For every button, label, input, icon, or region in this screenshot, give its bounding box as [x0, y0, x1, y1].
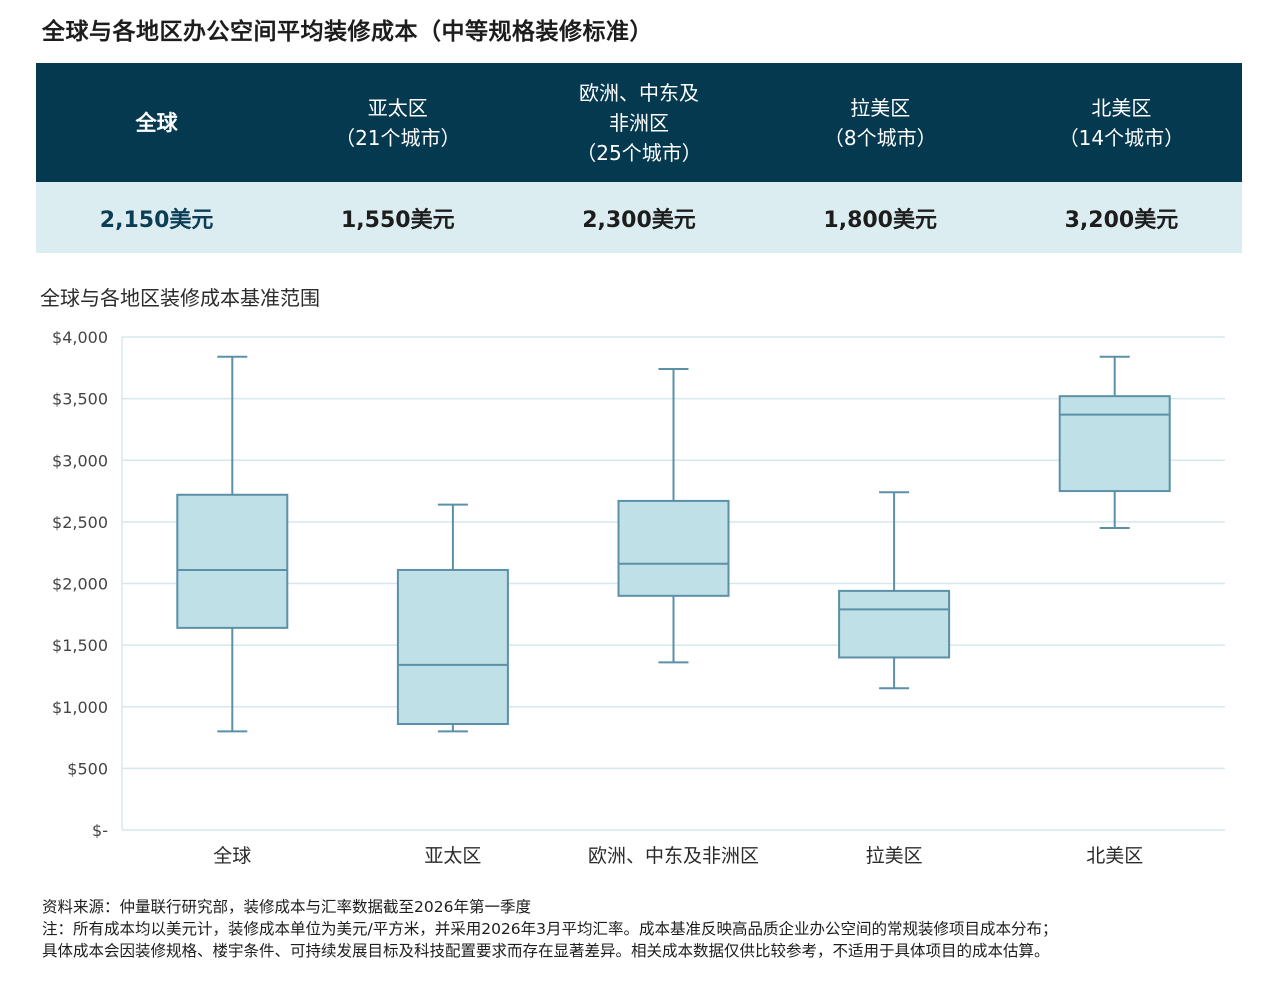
header-city-count: （25个城市）	[576, 140, 702, 165]
y-tick-label: $3,000	[52, 451, 108, 470]
y-tick-label: $1,000	[52, 698, 108, 717]
y-tick-label: $1,500	[52, 636, 108, 655]
x-category-label: 拉美区	[866, 845, 923, 867]
value-na: 3,200美元	[1064, 207, 1179, 233]
y-tick-label: $2,500	[52, 513, 108, 532]
x-category-label: 欧洲、中东及非洲区	[588, 845, 759, 867]
value-latam: 1,800美元	[823, 207, 937, 233]
header-col-apac: 亚太区 （21个城市）	[277, 63, 518, 182]
box	[617, 499, 730, 597]
header-name: 亚太区	[367, 95, 428, 120]
value-apac: 1,550美元	[341, 207, 455, 233]
y-tick-label: $4,000	[52, 328, 108, 347]
box	[838, 589, 951, 659]
footnotes: 资料来源：仲量联行研究部，装修成本与汇率数据截至2026年第一季度 注：所有成本…	[42, 896, 1262, 962]
header-city-count: （14个城市）	[1058, 125, 1185, 150]
page-title: 全球与各地区办公空间平均装修成本（中等规格装修标准）	[42, 19, 653, 45]
header-name: 全球	[135, 110, 178, 135]
value-emea: 2,300美元	[582, 207, 696, 233]
header-name: 北美区	[1091, 95, 1152, 120]
value-global: 2,150美元	[99, 207, 214, 233]
x-category-label: 全球	[213, 845, 251, 867]
header-col-na: 北美区 （14个城市）	[1001, 63, 1242, 182]
y-tick-label: $-	[92, 821, 108, 840]
note-line-1: 注：所有成本均以美元计，装修成本单位为美元/平方米，并采用2026年3月平均汇率…	[42, 920, 1058, 938]
box-plot-chart: $- $500 $1,000 $1,500 $2,000 $2,500 $3,000 $3,5…	[52, 328, 1225, 867]
x-category-label: 北美区	[1086, 845, 1143, 867]
y-tick-label: $3,500	[52, 390, 108, 409]
header-city-count: （21个城市）	[335, 125, 461, 150]
header-col-emea: 欧洲、中东及 非洲区 （25个城市）	[518, 63, 759, 182]
summary-table: 全球 亚太区 （21个城市） 欧洲、中东及 非洲区 （25个城市） 拉美区 （8…	[36, 63, 1242, 253]
box	[396, 568, 509, 726]
header-city-count: （8个城市）	[823, 125, 937, 150]
summary-values-row: 2,150美元 1,550美元 2,300美元 1,800美元 3,200美元	[36, 182, 1242, 253]
box	[1058, 395, 1171, 493]
x-category-label: 亚太区	[424, 845, 481, 867]
source-note: 资料来源：仲量联行研究部，装修成本与汇率数据截至2026年第一季度	[42, 898, 531, 916]
chart-subtitle: 全球与各地区装修成本基准范围	[40, 286, 320, 310]
header-name: 拉美区	[850, 95, 911, 120]
y-tick-label: $2,000	[52, 575, 108, 594]
summary-header-row: 全球 亚太区 （21个城市） 欧洲、中东及 非洲区 （25个城市） 拉美区 （8…	[36, 63, 1242, 182]
header-col-global: 全球	[36, 63, 277, 182]
header-name: 欧洲、中东及 非洲区	[579, 80, 699, 135]
note-line-2: 具体成本会因装修规格、楼宇条件、可持续发展目标及科技配置要求而存在显著差异。相关…	[42, 942, 1050, 960]
header-col-latam: 拉美区 （8个城市）	[760, 63, 1001, 182]
y-tick-label: $500	[67, 759, 108, 778]
box	[176, 493, 289, 629]
